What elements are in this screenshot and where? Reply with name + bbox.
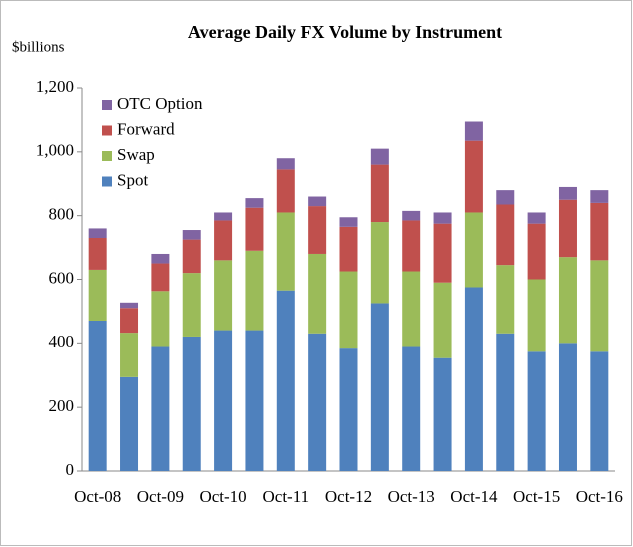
x-tick-label: Oct-13 xyxy=(388,487,435,506)
bar-segment xyxy=(308,196,327,207)
legend-swatch xyxy=(102,151,112,161)
y-tick-label: 1,200 xyxy=(36,77,74,96)
bar-segment xyxy=(182,336,201,471)
bar-segment xyxy=(464,121,483,141)
bar-segment xyxy=(339,348,358,471)
x-tick-label: Oct-08 xyxy=(74,487,121,506)
bar-segment xyxy=(245,198,264,208)
legend-swatch xyxy=(102,125,112,136)
bar-segment xyxy=(120,302,139,309)
x-tick-label: Oct-10 xyxy=(199,487,246,506)
legend-label: Spot xyxy=(117,170,148,189)
bar-segment xyxy=(590,202,609,261)
bar-segment xyxy=(527,351,546,471)
bar-segment xyxy=(276,158,295,170)
bar-segment xyxy=(370,164,389,223)
bar-segment xyxy=(151,291,170,347)
legend-swatch xyxy=(102,176,112,187)
bar-segment xyxy=(590,260,609,352)
legend-label: Swap xyxy=(117,145,155,164)
y-axis-label: $billions xyxy=(12,39,65,55)
bar-segment xyxy=(214,260,233,331)
x-tick-label: Oct-16 xyxy=(576,487,623,506)
x-tick-label: Oct-11 xyxy=(263,487,310,506)
bar-segment xyxy=(558,343,577,471)
bar-segment xyxy=(308,206,327,254)
bar-segment xyxy=(120,308,139,334)
bar-segment xyxy=(370,222,389,304)
bar-segment xyxy=(182,239,201,274)
bar-segment xyxy=(276,290,295,471)
bar-segment xyxy=(464,212,483,288)
legend-label: Forward xyxy=(117,119,175,138)
bar-segment xyxy=(496,333,515,471)
bar-segment xyxy=(308,333,327,471)
bar-segment xyxy=(496,204,515,266)
bar-segment xyxy=(496,190,515,205)
chart-title: Average Daily FX Volume by Instrument xyxy=(188,22,502,42)
y-tick-label: 600 xyxy=(49,268,75,287)
bar-segment xyxy=(527,279,546,352)
bar-segment xyxy=(214,220,233,261)
bar-segment xyxy=(120,333,139,377)
bar-segment xyxy=(120,376,139,471)
bar-segment xyxy=(370,303,389,471)
bar-segment xyxy=(590,190,609,203)
y-tick-label: 800 xyxy=(49,205,75,224)
bar-segment xyxy=(88,320,107,471)
legend-label: OTC Option xyxy=(117,94,203,113)
bar-segment xyxy=(558,257,577,344)
bar-segment xyxy=(245,207,264,251)
bar-segment xyxy=(370,148,389,165)
bar-segment xyxy=(433,282,452,358)
bar-segment xyxy=(88,228,107,239)
x-tick-label: Oct-14 xyxy=(450,487,498,506)
bar-segment xyxy=(339,271,358,349)
bar-segment xyxy=(496,265,515,334)
bar-segment xyxy=(527,223,546,280)
bar-segment xyxy=(276,212,295,291)
bar-segment xyxy=(433,212,452,224)
bar-segment xyxy=(339,217,358,227)
bar-segment xyxy=(151,253,170,264)
bar-segment xyxy=(245,330,264,471)
bar-segment xyxy=(402,210,421,221)
bar-segment xyxy=(558,186,577,200)
bar-segment xyxy=(433,223,452,283)
bar-segment xyxy=(182,273,201,337)
x-tick-label: Oct-12 xyxy=(325,487,372,506)
bar-segment xyxy=(88,269,107,321)
bar-segment xyxy=(214,330,233,471)
bar-segment xyxy=(558,199,577,258)
y-tick-label: 1,000 xyxy=(36,141,74,160)
bar-segment xyxy=(276,169,295,213)
bar-segment xyxy=(433,357,452,471)
bar-segment xyxy=(402,271,421,347)
bar-segment xyxy=(151,346,170,471)
bar-segment xyxy=(339,226,358,272)
y-tick-label: 0 xyxy=(66,460,75,479)
bar-segment xyxy=(590,351,609,471)
bar-segment xyxy=(464,140,483,213)
bar-segment xyxy=(182,230,201,240)
x-tick-label: Oct-15 xyxy=(513,487,560,506)
bar-segment xyxy=(88,238,107,270)
bar-segment xyxy=(464,287,483,471)
y-tick-label: 200 xyxy=(49,396,75,415)
y-tick-label: 400 xyxy=(49,332,75,351)
bar-segment xyxy=(214,212,233,221)
bar-segment xyxy=(245,250,264,331)
bar-segment xyxy=(402,220,421,272)
legend-swatch xyxy=(102,100,112,110)
x-tick-label: Oct-09 xyxy=(137,487,184,506)
bar-segment xyxy=(308,253,327,334)
bar-segment xyxy=(527,212,546,224)
bar-segment xyxy=(151,263,170,292)
bar-segment xyxy=(402,346,421,471)
